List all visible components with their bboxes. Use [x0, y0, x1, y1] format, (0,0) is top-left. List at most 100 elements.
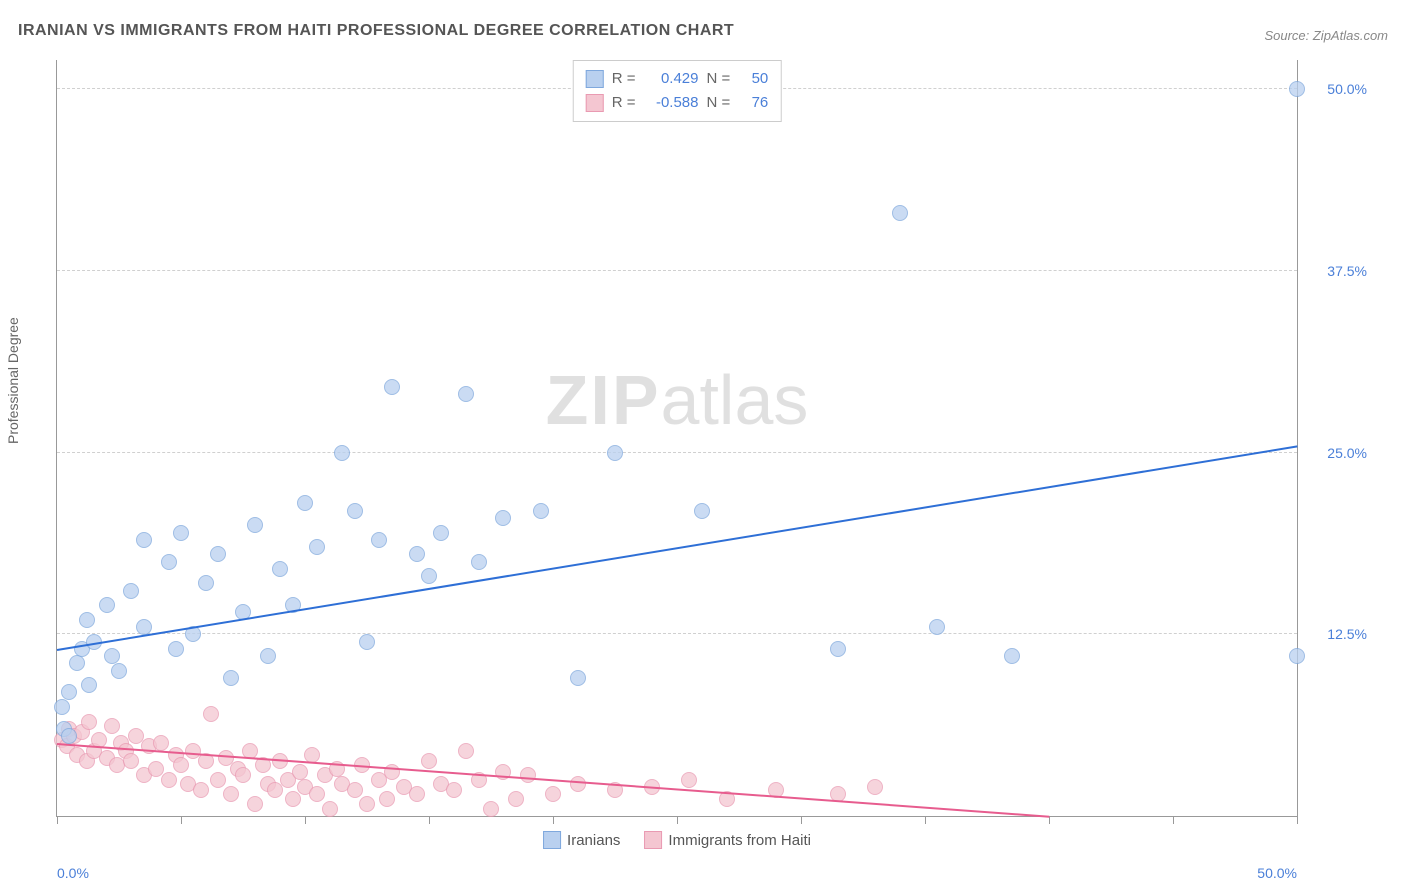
x-tick [677, 816, 678, 824]
scatter-point [1289, 81, 1305, 97]
scatter-point [69, 655, 85, 671]
scatter-point [458, 386, 474, 402]
scatter-point [193, 782, 209, 798]
scatter-point [210, 772, 226, 788]
scatter-point [929, 619, 945, 635]
scatter-point [446, 782, 462, 798]
n-value-1: 50 [738, 67, 768, 91]
r-value-2: -0.588 [644, 91, 699, 115]
scatter-point [359, 634, 375, 650]
scatter-point [297, 495, 313, 511]
scatter-point [173, 757, 189, 773]
scatter-point [54, 699, 70, 715]
scatter-point [384, 379, 400, 395]
legend-label-1: Iranians [567, 832, 620, 849]
x-axis-min-label: 0.0% [57, 865, 89, 881]
r-label-1: R = [612, 67, 636, 91]
y-tick-label: 12.5% [1307, 626, 1367, 642]
scatter-point [198, 575, 214, 591]
x-tick [181, 816, 182, 824]
scatter-point [867, 779, 883, 795]
scatter-point [533, 503, 549, 519]
x-tick [801, 816, 802, 824]
scatter-point [830, 641, 846, 657]
gridline [57, 633, 1297, 634]
n-value-2: 76 [738, 91, 768, 115]
scatter-point [1289, 648, 1305, 664]
x-tick [1049, 816, 1050, 824]
scatter-point [681, 772, 697, 788]
scatter-point [607, 445, 623, 461]
scatter-point [483, 801, 499, 817]
gridline [57, 452, 1297, 453]
legend: Iranians Immigrants from Haiti [543, 831, 811, 849]
scatter-point [111, 663, 127, 679]
scatter-point [123, 753, 139, 769]
scatter-point [272, 561, 288, 577]
stats-swatch-1 [586, 70, 604, 88]
scatter-point [892, 205, 908, 221]
n-label-2: N = [707, 91, 731, 115]
scatter-point [359, 796, 375, 812]
scatter-point [322, 801, 338, 817]
scatter-point [247, 517, 263, 533]
y-tick-label: 37.5% [1307, 263, 1367, 279]
scatter-point [545, 786, 561, 802]
scatter-point [520, 767, 536, 783]
scatter-point [81, 714, 97, 730]
scatter-point [79, 612, 95, 628]
scatter-point [421, 568, 437, 584]
r-label-2: R = [612, 91, 636, 115]
scatter-point [109, 757, 125, 773]
r-value-1: 0.429 [644, 67, 699, 91]
n-label-1: N = [707, 67, 731, 91]
trendline [57, 445, 1297, 651]
scatter-point [161, 772, 177, 788]
x-tick [925, 816, 926, 824]
scatter-point [223, 670, 239, 686]
scatter-point [235, 767, 251, 783]
y-axis-label: Professional Degree [5, 317, 21, 444]
scatter-point [309, 786, 325, 802]
scatter-point [81, 677, 97, 693]
scatter-point [173, 525, 189, 541]
legend-swatch-2 [644, 831, 662, 849]
y-tick-label: 25.0% [1307, 445, 1367, 461]
x-tick [305, 816, 306, 824]
scatter-point [285, 791, 301, 807]
scatter-point [1004, 648, 1020, 664]
watermark-light: atlas [661, 361, 809, 439]
scatter-point [694, 503, 710, 519]
x-tick [1173, 816, 1174, 824]
scatter-point [153, 735, 169, 751]
scatter-point [570, 670, 586, 686]
scatter-point [421, 753, 437, 769]
scatter-point [61, 684, 77, 700]
scatter-point [260, 648, 276, 664]
trendline [57, 743, 1049, 818]
scatter-point [123, 583, 139, 599]
scatter-point [371, 532, 387, 548]
scatter-point [458, 743, 474, 759]
scatter-point [347, 782, 363, 798]
watermark: ZIPatlas [546, 360, 809, 440]
legend-item-2: Immigrants from Haiti [644, 831, 811, 849]
scatter-point [570, 776, 586, 792]
scatter-point [136, 619, 152, 635]
scatter-point [104, 718, 120, 734]
watermark-bold: ZIP [546, 361, 661, 439]
scatter-point [168, 641, 184, 657]
legend-label-2: Immigrants from Haiti [668, 832, 811, 849]
scatter-point [334, 445, 350, 461]
scatter-point [247, 796, 263, 812]
scatter-point [136, 532, 152, 548]
source-label: Source: ZipAtlas.com [1264, 28, 1388, 43]
stats-swatch-2 [586, 94, 604, 112]
scatter-point [409, 546, 425, 562]
x-axis-max-label: 50.0% [1257, 865, 1297, 881]
legend-item-1: Iranians [543, 831, 620, 849]
scatter-point [161, 554, 177, 570]
scatter-point [210, 546, 226, 562]
x-tick [429, 816, 430, 824]
chart-container: Professional Degree ZIPatlas R = 0.429 N… [18, 60, 1388, 872]
